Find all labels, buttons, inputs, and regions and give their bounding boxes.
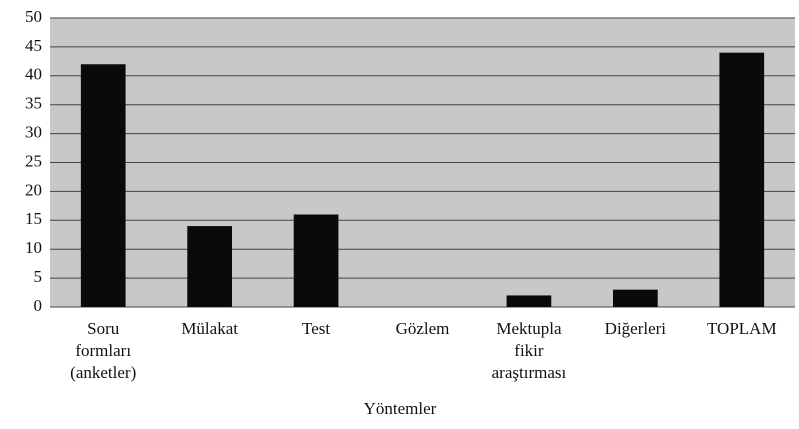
y-tick-label: 50 <box>25 7 42 26</box>
bar <box>719 52 765 308</box>
x-tick-label: Gözlem <box>396 319 450 338</box>
bar <box>613 289 658 307</box>
y-tick-label: 40 <box>25 65 42 84</box>
y-tick-label: 30 <box>25 123 42 142</box>
x-tick-label: TOPLAM <box>707 319 777 338</box>
x-axis-title: Yöntemler <box>364 399 437 418</box>
x-tick-label: Mektupla fikir araştırması <box>492 319 567 382</box>
x-tick-label: Diğerleri <box>605 319 667 338</box>
y-tick-label: 45 <box>25 36 42 55</box>
y-tick-label: 35 <box>25 94 42 113</box>
y-tick-label: 10 <box>25 238 42 257</box>
y-tick-label: 25 <box>25 151 42 170</box>
bar <box>506 295 552 307</box>
y-tick-label: 0 <box>34 296 43 315</box>
x-tick-label: Soru formları (anketler) <box>70 319 136 382</box>
y-tick-label: 5 <box>34 267 43 286</box>
bar <box>80 64 126 308</box>
y-tick-label: 20 <box>25 180 42 199</box>
bar <box>187 226 232 307</box>
bar <box>293 214 339 307</box>
y-tick-label: 15 <box>25 209 42 228</box>
x-tick-label: Test <box>302 319 330 338</box>
x-tick-label: Mülakat <box>181 319 238 338</box>
